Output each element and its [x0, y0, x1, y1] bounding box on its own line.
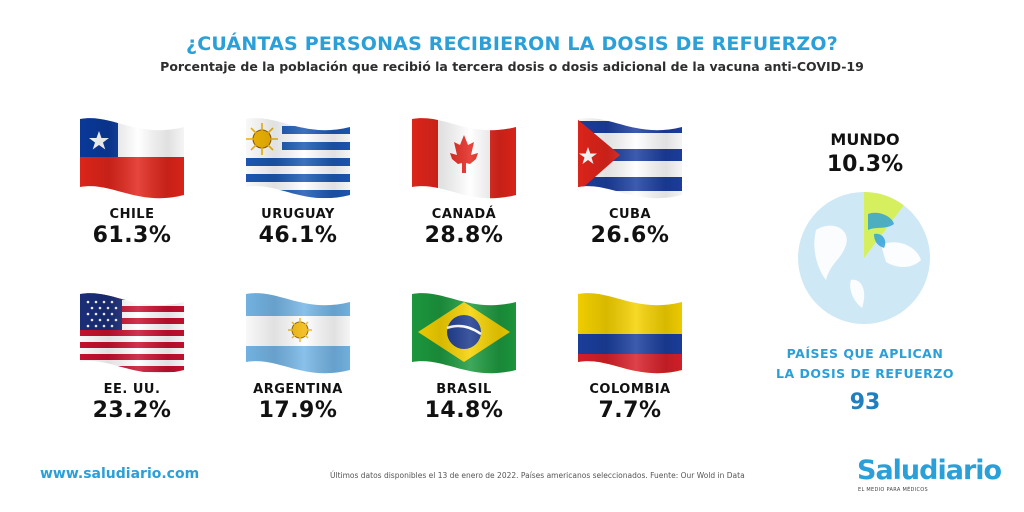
country-name: CHILE — [109, 207, 155, 222]
country-value: 23.2% — [92, 398, 172, 423]
country-name: EE. UU. — [103, 382, 161, 397]
country-name: BRASIL — [436, 382, 492, 397]
booster-countries-label-line1: PAÍSES QUE APLICAN — [786, 346, 944, 361]
country-value: 28.8% — [424, 223, 504, 248]
country-card-colombia: COLOMBIA 7.7% — [550, 288, 710, 423]
source-note: Últimos datos disponibles el 13 de enero… — [330, 471, 745, 480]
country-card-uruguay: URUGUAY 46.1% — [218, 113, 378, 248]
chile-flag — [80, 118, 184, 199]
uruguay-flag — [246, 118, 350, 199]
colombia-flag — [578, 293, 682, 374]
country-card-argentina: ARGENTINA 17.9% — [218, 288, 378, 423]
brand-tagline: EL MEDIO PARA MÉDICOS — [858, 487, 928, 493]
argentina-flag — [246, 293, 350, 374]
usa-flag — [80, 293, 184, 374]
country-card-cuba: CUBA 26.6% — [550, 113, 710, 248]
country-name: CANADÁ — [431, 207, 497, 222]
country-value: 17.9% — [258, 398, 338, 423]
cuba-flag — [578, 118, 682, 199]
country-value: 61.3% — [92, 223, 172, 248]
country-card-chile: CHILE 61.3% — [52, 113, 212, 248]
chart-title: ¿CUÁNTAS PERSONAS RECIBIERON LA DOSIS DE… — [186, 33, 838, 55]
website-link[interactable]: www.saludiario.com — [40, 466, 200, 482]
brand-logo: Saludiario — [857, 455, 1002, 486]
country-value: 7.7% — [598, 398, 662, 423]
country-name: COLOMBIA — [589, 382, 671, 397]
country-name: URUGUAY — [261, 207, 335, 222]
canada-flag — [412, 118, 516, 199]
country-card-brazil: BRASIL 14.8% — [384, 288, 544, 423]
country-card-usa: EE. UU. 23.2% — [52, 288, 212, 423]
booster-countries-value: 93 — [849, 390, 881, 415]
country-value: 14.8% — [424, 398, 504, 423]
booster-countries-label-line2: LA DOSIS DE REFUERZO — [776, 366, 954, 381]
country-card-canada: CANADÁ 28.8% — [384, 113, 544, 248]
world-label: MUNDO — [830, 130, 900, 149]
country-name: CUBA — [608, 207, 652, 222]
world-value: 10.3% — [826, 152, 904, 177]
booster-countries-label: PAÍSES QUE APLICAN LA DOSIS DE REFUERZO — [760, 344, 970, 384]
globe-icon — [798, 192, 930, 324]
country-value: 46.1% — [258, 223, 338, 248]
country-value: 26.6% — [590, 223, 670, 248]
chart-subtitle: Porcentaje de la población que recibió l… — [160, 59, 864, 74]
country-name: ARGENTINA — [253, 382, 343, 397]
brazil-flag — [412, 293, 516, 374]
